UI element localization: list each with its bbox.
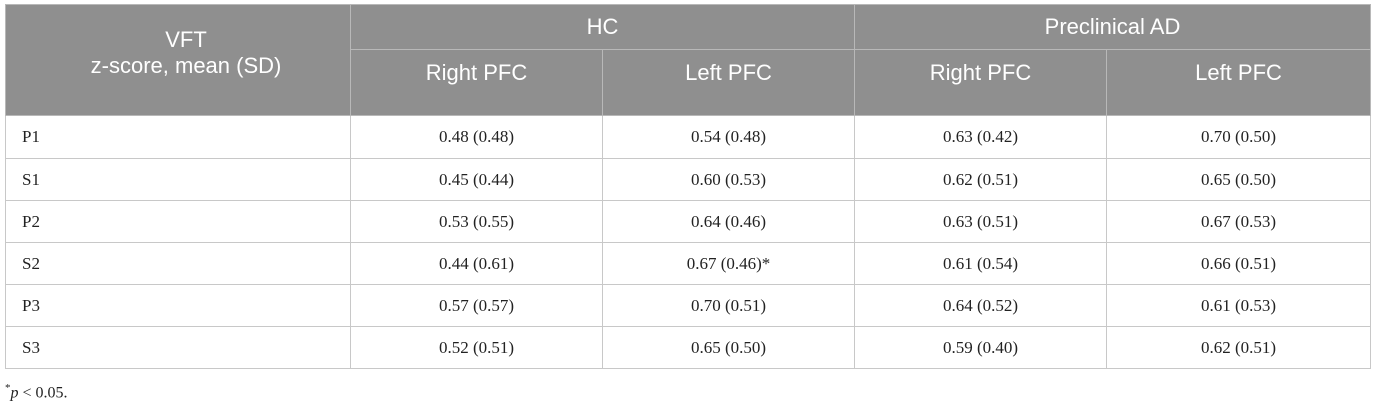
row-label: P1: [5, 115, 351, 159]
footnote-marker: *: [5, 382, 11, 394]
vft-zscore-table: VFT z-score, mean (SD) HC Preclinical AD…: [5, 4, 1371, 369]
group-header-hc: HC: [350, 4, 855, 50]
row-label: S3: [5, 326, 351, 369]
table-cell: 0.67 (0.53): [1106, 200, 1371, 243]
table-cell: 0.62 (0.51): [1106, 326, 1371, 369]
table-cell: 0.57 (0.57): [350, 284, 603, 327]
table-cell: 0.65 (0.50): [602, 326, 855, 369]
row-label: S1: [5, 158, 351, 201]
subheader-hc-left-pfc: Left PFC: [602, 49, 855, 116]
table-cell: 0.70 (0.50): [1106, 115, 1371, 159]
subheader-hc-right-pfc: Right PFC: [350, 49, 603, 116]
table-row: S2 0.44 (0.61) 0.67 (0.46)* 0.61 (0.54) …: [5, 242, 1371, 285]
footnote-text: < 0.05.: [18, 384, 68, 402]
table-cell: 0.59 (0.40): [854, 326, 1107, 369]
stub-header: VFT z-score, mean (SD): [5, 4, 351, 116]
table-row: P1 0.48 (0.48) 0.54 (0.48) 0.63 (0.42) 0…: [5, 115, 1371, 159]
footnote-p-symbol: p: [10, 384, 19, 402]
table-row: S1 0.45 (0.44) 0.60 (0.53) 0.62 (0.51) 0…: [5, 158, 1371, 201]
table-cell: 0.44 (0.61): [350, 242, 603, 285]
table-cell: 0.54 (0.48): [602, 115, 855, 159]
table-cell: 0.64 (0.52): [854, 284, 1107, 327]
table-cell: 0.53 (0.55): [350, 200, 603, 243]
table-cell: 0.67 (0.46)*: [602, 242, 855, 285]
table-cell: 0.48 (0.48): [350, 115, 603, 159]
table-cell: 0.60 (0.53): [602, 158, 855, 201]
table-cell: 0.63 (0.51): [854, 200, 1107, 243]
table-cell: 0.63 (0.42): [854, 115, 1107, 159]
results-table-container: VFT z-score, mean (SD) HC Preclinical AD…: [5, 4, 1371, 369]
row-label: P2: [5, 200, 351, 243]
table-cell: 0.65 (0.50): [1106, 158, 1371, 201]
stub-header-line-1: VFT: [165, 27, 207, 52]
table-cell: 0.45 (0.44): [350, 158, 603, 201]
subheader-ad-right-pfc: Right PFC: [854, 49, 1107, 116]
table-row: P3 0.57 (0.57) 0.70 (0.51) 0.64 (0.52) 0…: [5, 284, 1371, 327]
subheader-ad-left-pfc: Left PFC: [1106, 49, 1371, 116]
row-label: P3: [5, 284, 351, 327]
table-cell: 0.61 (0.54): [854, 242, 1107, 285]
stub-header-line-2: z-score, mean (SD): [90, 53, 282, 78]
table-cell: 0.70 (0.51): [602, 284, 855, 327]
table-cell: 0.62 (0.51): [854, 158, 1107, 201]
table-cell: 0.61 (0.53): [1106, 284, 1371, 327]
table-cell: 0.52 (0.51): [350, 326, 603, 369]
table-cell: 0.66 (0.51): [1106, 242, 1371, 285]
table-footnote: *p < 0.05.: [5, 382, 68, 402]
group-header-preclinical-ad: Preclinical AD: [854, 4, 1371, 50]
table-row: P2 0.53 (0.55) 0.64 (0.46) 0.63 (0.51) 0…: [5, 200, 1371, 243]
row-label: S2: [5, 242, 351, 285]
table-cell: 0.64 (0.46): [602, 200, 855, 243]
table-row: S3 0.52 (0.51) 0.65 (0.50) 0.59 (0.40) 0…: [5, 326, 1371, 369]
